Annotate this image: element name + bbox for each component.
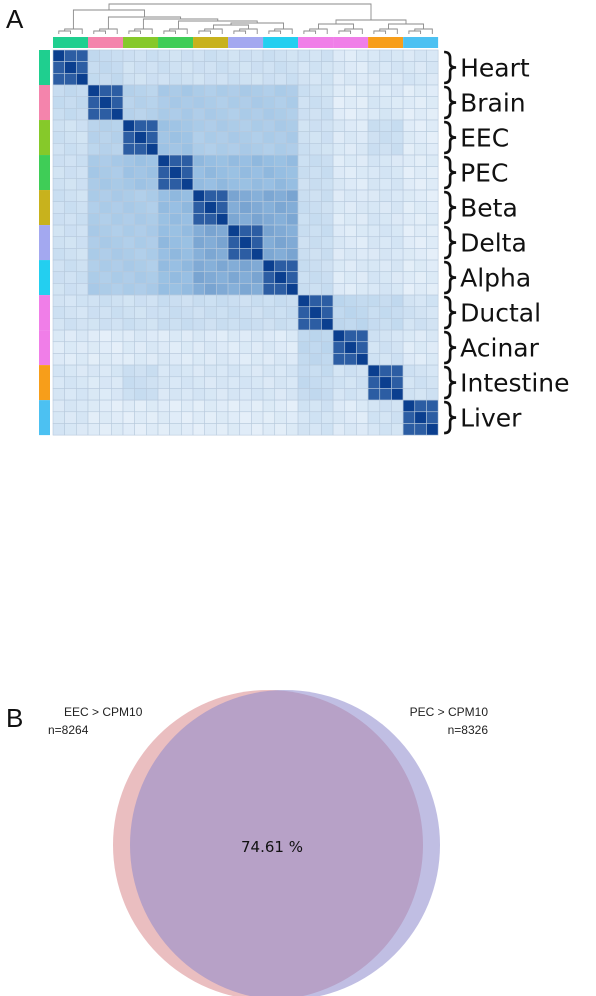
venn-circle-pec [130, 690, 440, 996]
brace-ductal [444, 295, 457, 330]
column-color-intestine [368, 37, 404, 48]
heatmap-cells [52, 49, 439, 436]
brace-intestine [444, 365, 457, 400]
row-color-heart [39, 50, 50, 86]
venn-set-b-count: n=8326 [448, 723, 489, 737]
brace-eec [444, 120, 457, 155]
brace-heart [444, 50, 457, 85]
brace-alpha [444, 260, 457, 295]
column-color-beta [193, 37, 229, 48]
group-label-heart: Heart [460, 54, 530, 83]
dendrogram [58, 3, 433, 34]
column-color-ductal [298, 37, 334, 48]
brace-brain [444, 85, 457, 120]
brace-beta [444, 190, 457, 225]
row-color-beta [39, 190, 50, 226]
row-color-acinar [39, 330, 50, 366]
dendrogram-branch [108, 3, 372, 20]
brace-acinar [444, 330, 457, 365]
column-color-acinar [333, 37, 369, 48]
group-label-liver: Liver [460, 404, 522, 433]
venn-set-b-label: PEC > CPM10 [410, 705, 489, 719]
panel-label-a: A [6, 4, 24, 34]
column-color-eec [123, 37, 159, 48]
brace-delta [444, 225, 457, 260]
group-braces [444, 50, 457, 435]
row-color-eec [39, 120, 50, 156]
group-label-ductal: Ductal [460, 299, 541, 328]
column-color-alpha [263, 37, 299, 48]
column-color-delta [228, 37, 264, 48]
column-color-heart [53, 37, 89, 48]
row-color-delta [39, 225, 50, 261]
row-color-ductal [39, 295, 50, 331]
venn-set-a-count: n=8264 [48, 723, 89, 737]
group-label-alpha: Alpha [460, 264, 531, 293]
row-color-alpha [39, 260, 50, 296]
venn-overlap-label: 74.61 % [241, 838, 303, 856]
brace-liver [444, 400, 457, 435]
column-color-bar [53, 37, 439, 48]
column-color-brain [88, 37, 124, 48]
row-color-intestine [39, 365, 50, 401]
panel-label-b: B [6, 703, 24, 733]
group-label-pec: PEC [460, 159, 508, 188]
group-label-beta: Beta [460, 194, 518, 223]
row-color-liver [39, 400, 50, 436]
heatmap-chart: Heart Brain EEC PEC Beta Delta Alpha Ductal Acin… [39, 3, 570, 436]
column-color-pec [158, 37, 194, 48]
row-color-bar [39, 50, 50, 436]
group-label-intestine: Intestine [460, 369, 569, 398]
group-label-eec: EEC [460, 124, 509, 153]
row-color-brain [39, 85, 50, 121]
group-label-delta: Delta [460, 229, 527, 258]
group-label-brain: Brain [460, 89, 526, 118]
row-color-pec [39, 155, 50, 191]
group-label-acinar: Acinar [460, 334, 540, 363]
brace-pec [444, 155, 457, 190]
heatmap-cell [426, 423, 439, 436]
venn-set-a-label: EEC > CPM10 [64, 705, 143, 719]
group-labels: Heart Brain EEC PEC Beta Delta Alpha Ductal Acin… [460, 54, 569, 433]
column-color-liver [403, 37, 439, 48]
